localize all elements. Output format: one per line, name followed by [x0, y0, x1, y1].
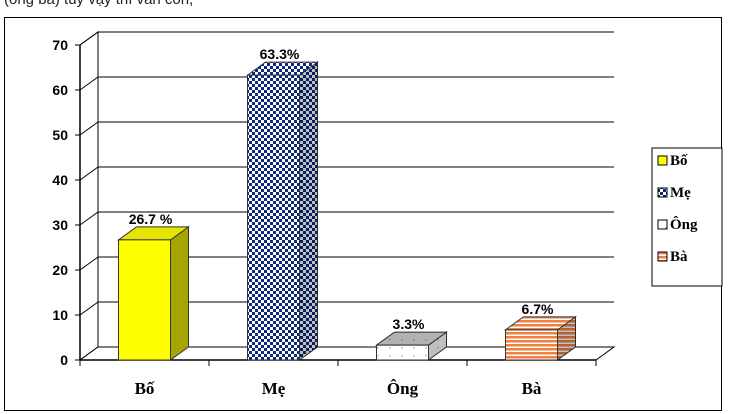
grid-diagonal	[79, 211, 99, 226]
labels: 0 10 20 30 40 50 60 70 26.7 % Bố 63.3% Mẹ 3.3% Ông 6.7…	[52, 37, 554, 398]
legend-label: Mẹ	[670, 185, 691, 201]
bar-side-shade	[428, 332, 447, 360]
legend-swatch	[657, 155, 668, 166]
bar-2[interactable]	[247, 74, 300, 361]
y-tick-label: 10	[52, 307, 68, 323]
page-caption: (ông bà) tuy vậy thì vẫn còn,	[4, 0, 193, 8]
grid-diagonal	[79, 166, 99, 181]
bars	[116, 61, 578, 361]
y-tick-label: 40	[52, 172, 68, 188]
plot-area	[75, 31, 616, 366]
bar-top-shade	[376, 332, 447, 346]
x-tick-label: Ông	[387, 379, 419, 398]
y-tick-label: 0	[60, 352, 68, 368]
legend-label: Bố	[670, 153, 688, 169]
grid-diagonal	[79, 256, 99, 271]
grid-diagonal	[79, 301, 99, 316]
legend-label: Ông	[670, 216, 698, 233]
y-tick-label: 20	[52, 262, 68, 278]
legend-label: Bà	[670, 249, 688, 265]
grid-diagonal	[79, 121, 99, 136]
bar-1[interactable]	[118, 239, 171, 361]
data-label: 26.7 %	[129, 211, 173, 227]
legend-swatch	[657, 187, 668, 198]
data-label: 63.3%	[260, 46, 300, 62]
side-wall	[79, 31, 99, 361]
y-tick-label: 70	[52, 37, 68, 53]
bar-top-shade	[118, 226, 189, 240]
legend-box	[651, 147, 723, 287]
y-tick-label: 30	[52, 217, 68, 233]
x-tick-label: Bà	[522, 379, 542, 398]
bar-side-shade	[299, 62, 318, 361]
legend-swatch	[657, 251, 668, 262]
bar-side-shade	[557, 316, 576, 360]
data-label: 3.3%	[393, 316, 425, 332]
legend: Bố Mẹ Ông Bà	[651, 147, 723, 287]
y-tick-label: 50	[52, 127, 68, 143]
bar-4[interactable]	[505, 329, 558, 361]
grid-diagonal	[79, 31, 99, 46]
x-tick-label: Bố	[135, 379, 155, 398]
grid-diagonal	[79, 76, 99, 91]
y-tick-label: 60	[52, 82, 68, 98]
bar-3[interactable]	[376, 344, 429, 361]
bar-side	[170, 225, 189, 361]
legend-swatch	[657, 219, 668, 230]
data-label: 6.7%	[522, 301, 554, 317]
x-tick-label: Mẹ	[262, 379, 286, 398]
